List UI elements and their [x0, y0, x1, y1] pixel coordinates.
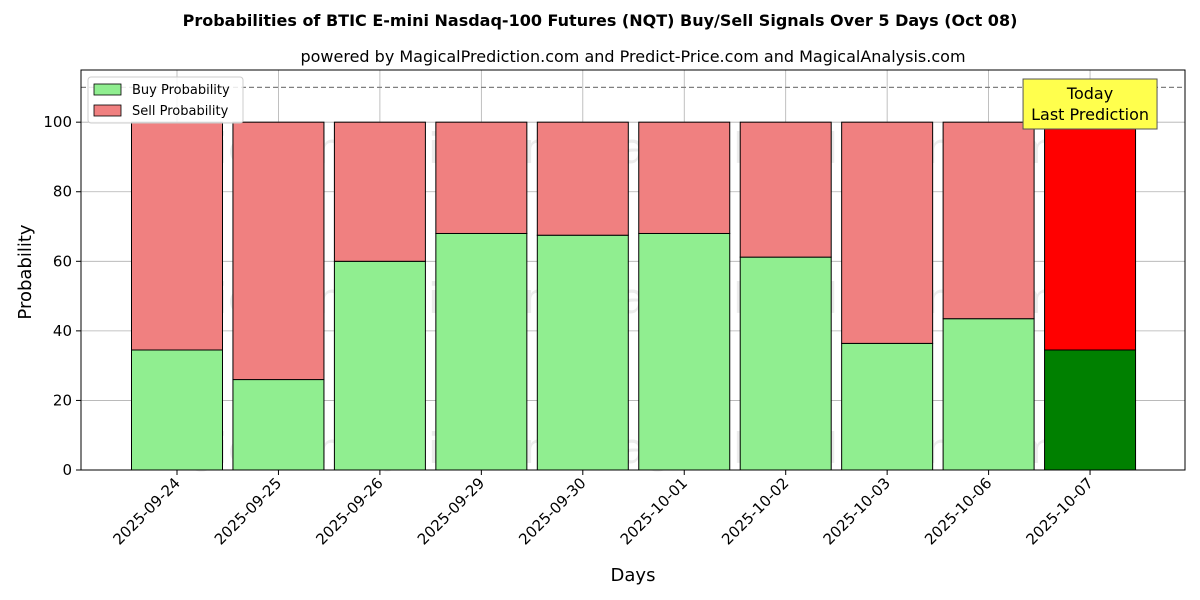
y-axis-label: Probability [15, 224, 36, 319]
y-tick-label: 100 [43, 113, 72, 131]
buy-bar [638, 232, 731, 471]
y-tick-label: 60 [53, 252, 72, 270]
legend-swatch [93, 104, 122, 117]
buy-bar [131, 349, 223, 471]
sell-bar [333, 121, 426, 262]
sell-bar [232, 121, 325, 381]
x-tick-label: 2025-09-24 [109, 474, 183, 548]
sell-bar [942, 121, 1035, 320]
sell-bar [131, 121, 223, 351]
legend-label: Buy Probability [132, 83, 230, 98]
annotation-box [1022, 78, 1158, 130]
buy-bar [435, 232, 528, 471]
y-tick-label: 80 [53, 183, 72, 201]
y-tick-label: 0 [62, 461, 72, 479]
legend-label: Sell Probability [132, 104, 229, 119]
legend-swatch [93, 83, 122, 96]
buy-bar [536, 234, 629, 471]
x-tick-label: 2025-10-01 [617, 474, 691, 548]
legend-box [87, 76, 244, 124]
x-tick-label: 2025-10-02 [718, 474, 792, 548]
buy-bar [942, 318, 1035, 471]
sell-bar [638, 121, 731, 234]
sell-bar [841, 121, 934, 344]
buy-bar [739, 256, 832, 471]
annotation-text: Last Prediction [1031, 105, 1149, 124]
x-tick-label: 2025-09-25 [211, 474, 285, 548]
y-tick-label: 20 [53, 391, 72, 409]
sell-bar [1044, 121, 1137, 351]
x-tick-label: 2025-10-07 [1022, 474, 1096, 548]
sell-bar [435, 121, 528, 234]
x-tick-label: 2025-09-30 [515, 474, 589, 548]
plot-frame [80, 69, 1186, 471]
buy-bar [1044, 349, 1137, 471]
x-tick-label: 2025-09-29 [414, 474, 488, 548]
buy-bar [841, 342, 934, 471]
plot-area: MagicalAnalysis.comMagicalPrediction.com… [43, 69, 1186, 548]
x-axis-label: Days [611, 565, 656, 586]
sell-bar [739, 121, 832, 258]
x-tick-label: 2025-09-26 [312, 474, 386, 548]
buy-bar [232, 379, 325, 471]
chart-subtitle: powered by MagicalPrediction.com and Pre… [300, 47, 965, 66]
x-tick-label: 2025-10-06 [921, 474, 995, 548]
chart-title: Probabilities of BTIC E-mini Nasdaq-100 … [183, 11, 1018, 30]
buy-bar [333, 260, 426, 471]
x-tick-label: 2025-10-03 [820, 474, 894, 548]
y-tick-label: 40 [53, 322, 72, 340]
sell-bar [536, 121, 629, 236]
annotation-text: Today [1066, 84, 1113, 103]
